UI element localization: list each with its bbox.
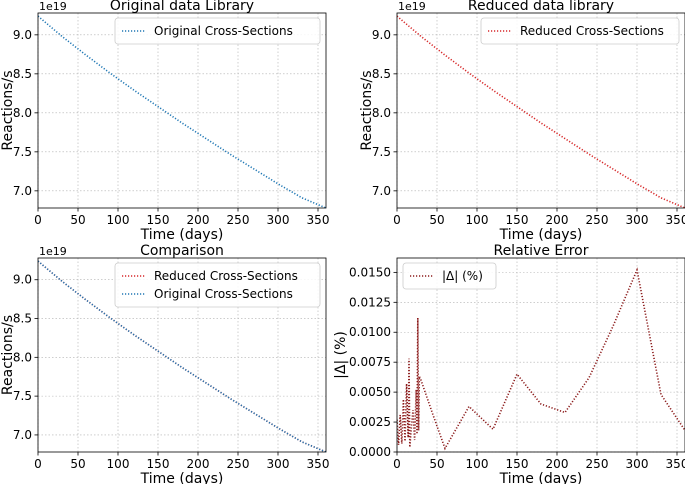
y-tick-label: 7.5 [13,389,32,403]
legend-box [114,17,321,45]
legend: Reduced Cross-Sections [480,17,680,45]
y-tick-label: 8.5 [372,67,391,81]
x-tick-label: 0 [34,213,42,227]
y-axis-label: Reactions/s [0,315,16,395]
legend-box [480,17,680,45]
series-line-1 [397,15,685,208]
x-tick-label: 100 [107,213,130,227]
chart-title: Original data Library [110,0,254,14]
y-tick-label: 7.5 [372,145,391,159]
y-tick-label: 7.0 [13,428,32,442]
y-tick-label: 7.0 [13,184,32,198]
x-tick-label: 300 [626,213,649,227]
legend: Original Cross-Sections [114,17,321,45]
y-tick-label: 0.0075 [349,355,391,369]
y-tick-label: 0.0050 [349,385,391,399]
x-tick-label: 100 [466,213,489,227]
series-line-1 [38,15,326,208]
y-axis-label: |Δ| (%) [333,331,349,379]
x-tick-label: 150 [147,213,170,227]
series-line-1 [397,267,685,451]
subplot-4: 0 50 100 150 200 250 300 350 0.0000 0.0025 0.0050 0… [333,243,685,484]
x-tick-label: 150 [506,213,529,227]
chart-title: Reduced data library [468,0,614,14]
subplot-2: 0 50 100 150 200 250 300 350 7.0 7.5 8.0 8.5 9.0 Redu… [359,0,685,243]
x-tick-label: 0 [34,457,42,471]
y-tick-label: 8.5 [13,67,32,81]
x-axis-label: Time (days) [499,471,583,484]
y-tick-label: 8.0 [372,106,391,120]
x-tick-label: 150 [147,457,170,471]
chart-title: Relative Error [493,243,588,259]
x-tick-label: 200 [546,213,569,227]
x-tick-label: 300 [267,213,290,227]
y-tick-label: 9.0 [13,28,32,42]
legend: |Δ| (%) [402,262,497,290]
legend-label: Original Cross-Sections [154,24,293,38]
legend-box [114,262,321,308]
x-tick-label: 0 [393,457,401,471]
y-tick-label: 7.0 [372,184,391,198]
y-tick-label: 9.0 [13,273,32,287]
y-tick-label: 0.0150 [349,265,391,279]
x-tick-label: 250 [227,457,250,471]
x-tick-label: 250 [586,457,609,471]
chart-title: Comparison [140,243,224,259]
legend-label: Original Cross-Sections [154,287,293,301]
legend: Reduced Cross-Sections Original Cross-Sec… [114,262,321,308]
axes-frame [37,12,327,209]
axis-offset-text: 1e19 [39,245,67,258]
subplot-3: 0 50 100 150 200 250 300 350 7.0 7.5 8.0 8.5 9.0 Comp… [0,243,329,484]
y-axis-label: Reactions/s [359,70,375,150]
x-tick-label: 50 [429,457,444,471]
x-tick-label: 100 [107,457,130,471]
x-tick-label: 350 [307,213,330,227]
x-tick-label: 50 [70,213,85,227]
y-tick-label: 7.5 [13,145,32,159]
x-tick-label: 50 [429,213,444,227]
x-axis-label: Time (days) [499,227,583,243]
x-tick-label: 350 [666,457,685,471]
x-tick-label: 0 [393,213,401,227]
y-tick-label: 0.0000 [349,445,391,459]
axis-offset-text: 1e19 [398,0,426,13]
axis-offset-text: 1e19 [39,0,67,13]
y-axis-label: Reactions/s [0,70,16,150]
x-axis-label: Time (days) [140,471,224,484]
x-tick-label: 50 [70,457,85,471]
x-axis-label: Time (days) [140,227,224,243]
x-tick-label: 200 [187,213,210,227]
y-tick-label: 0.0025 [349,415,391,429]
x-tick-label: 200 [187,457,210,471]
subplot-1: 0 50 100 150 200 250 300 350 7.0 7.5 8.0 8.5 9.0 Orig… [0,0,329,243]
x-tick-label: 250 [586,213,609,227]
axes-frame [396,257,685,453]
y-tick-label: 8.0 [13,350,32,364]
x-tick-label: 350 [666,213,685,227]
legend-label: Reduced Cross-Sections [520,24,664,38]
axes-frame [396,12,685,209]
y-tick-label: 0.0100 [349,325,391,339]
y-tick-label: 8.0 [13,106,32,120]
x-tick-label: 300 [267,457,290,471]
x-tick-label: 150 [506,457,529,471]
legend-box [402,262,497,290]
x-tick-label: 350 [307,457,330,471]
x-tick-label: 250 [227,213,250,227]
legend-label: Reduced Cross-Sections [154,269,298,283]
x-tick-label: 300 [626,457,649,471]
y-tick-label: 0.0125 [349,295,391,309]
y-tick-label: 8.5 [13,312,32,326]
legend-label: |Δ| (%) [442,269,483,283]
y-tick-label: 9.0 [372,28,391,42]
x-tick-label: 200 [546,457,569,471]
x-tick-label: 100 [466,457,489,471]
axes-frame [37,257,327,453]
